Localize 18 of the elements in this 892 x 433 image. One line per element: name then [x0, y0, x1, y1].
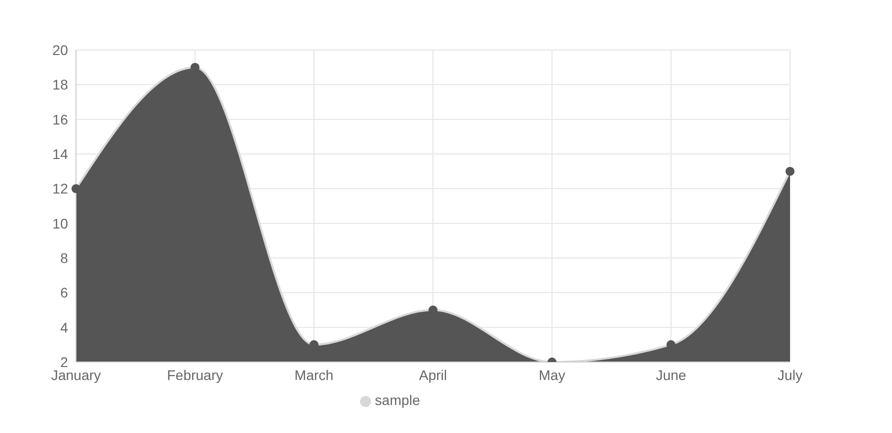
y-tick-label: 12	[52, 180, 68, 197]
x-tick-label: June	[656, 366, 686, 383]
point	[786, 166, 794, 176]
y-tick-label: 14	[52, 146, 68, 162]
y-tick-label: 18	[52, 76, 68, 93]
legend-label: sample	[374, 392, 420, 408]
y-tick-label: 10	[52, 215, 68, 232]
y-tick-label: 8	[60, 250, 68, 266]
y-tick-label: 4	[60, 319, 68, 336]
x-tick-label: March	[294, 366, 334, 383]
x-tick-label: February	[166, 366, 224, 383]
point	[72, 184, 80, 194]
x-tick-label: July	[778, 366, 802, 383]
y-tick-label: 6	[60, 284, 68, 301]
y-tick-label: 16	[52, 111, 68, 128]
y-tick-label: 20	[52, 42, 68, 58]
x-tick-label: May	[538, 366, 566, 383]
x-tick-label: April	[418, 366, 448, 383]
